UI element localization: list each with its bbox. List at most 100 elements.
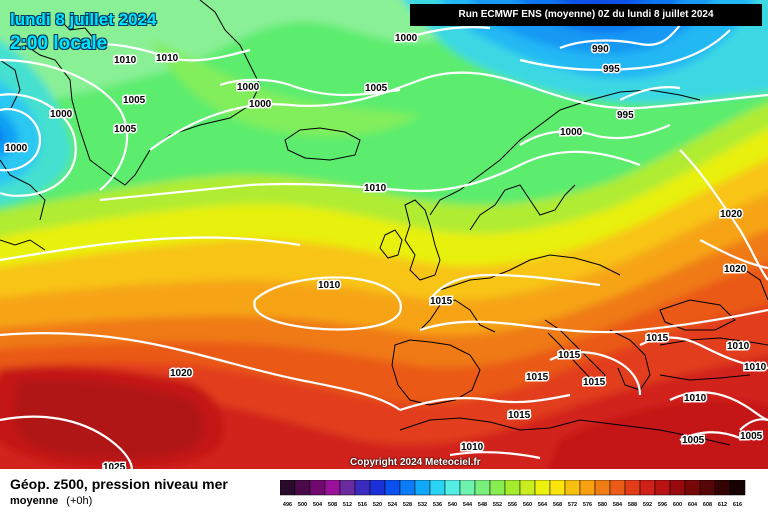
legend-tick-label: 520 (373, 502, 382, 508)
isobar-label: 1000 (5, 143, 28, 154)
legend-swatch (624, 480, 641, 496)
isobar-label: 1000 (560, 127, 583, 138)
legend-swatch (309, 480, 326, 496)
legend-tick-label: 544 (463, 502, 473, 508)
isobar-label: 1020 (170, 368, 193, 379)
legend-tick-label: 512 (343, 502, 352, 508)
isobar-labels: 1010 1010 1005 1005 1000 1000 1000 1000 … (4, 32, 768, 470)
legend-tick-label: 584 (613, 502, 623, 508)
legend-tick-label: 540 (448, 502, 457, 508)
chart-title: Géop. z500, pression niveau mer (10, 476, 228, 492)
legend-ticks: 496 500 504 508 512 516 520 524 528 532 536 540 544 5… (283, 502, 742, 508)
isobar-label: 1015 (430, 296, 453, 307)
legend-tick-label: 600 (673, 502, 682, 508)
legend-swatch (489, 480, 506, 496)
legend-swatch (699, 480, 716, 496)
legend-tick-label: 572 (568, 502, 577, 508)
isobar-label: 1005 (740, 431, 763, 442)
legend-swatches (280, 480, 746, 496)
isobar-label: 1020 (724, 264, 747, 275)
legend-swatch (654, 480, 671, 496)
legend-tick-label: 552 (493, 502, 502, 508)
legend-swatch (384, 480, 401, 496)
legend-tick-label: 524 (388, 502, 398, 508)
legend-tick-label: 508 (328, 502, 337, 508)
legend-swatch (444, 480, 461, 496)
isobar-label: 1015 (646, 333, 669, 344)
legend-tick-label: 576 (583, 502, 592, 508)
isobar-label: 1015 (583, 377, 606, 388)
legend-swatch (639, 480, 656, 496)
legend-tick-label: 612 (718, 502, 727, 508)
isobar-label: 1010 (156, 53, 179, 64)
legend-tick-label: 568 (553, 502, 562, 508)
legend-tick-label: 596 (658, 502, 667, 508)
isobar-label: 1015 (558, 350, 581, 361)
legend-swatch (280, 480, 296, 496)
legend-tick-label: 500 (298, 502, 307, 508)
color-legend: 496 500 504 508 512 516 520 524 528 532 536 540 544 5… (280, 480, 746, 508)
isobar-label: 1015 (508, 410, 531, 421)
legend-swatch (339, 480, 356, 496)
isobar-label: 990 (592, 44, 609, 55)
isobar-label: 1000 (237, 82, 260, 93)
legend-tick-label: 588 (628, 502, 637, 508)
legend-tick-label: 528 (403, 502, 412, 508)
isobar-label: 1025 (103, 462, 126, 469)
legend-swatch (594, 480, 611, 496)
legend-swatch (534, 480, 551, 496)
legend-tick-label: 580 (598, 502, 607, 508)
footer: Géop. z500, pression niveau mer moyenne (… (0, 469, 768, 512)
run-info: Run ECMWF ENS (moyenne) 0Z du lundi 8 ju… (410, 4, 762, 26)
isobar-label: 1005 (123, 95, 146, 106)
isobar-label: 1005 (114, 124, 137, 135)
isobar-label: 995 (617, 110, 634, 121)
legend-swatch (564, 480, 581, 496)
legend-swatch (519, 480, 536, 496)
subtitle-lead: moyenne (10, 495, 59, 507)
coastlines (0, 0, 768, 446)
legend-tick-label: 536 (433, 502, 442, 508)
legend-swatch (549, 480, 566, 496)
legend-tick-label: 496 (283, 502, 292, 508)
legend-swatch (579, 480, 596, 496)
legend-swatch (459, 480, 476, 496)
isobar-label: 1010 (461, 442, 484, 453)
isobar-label: 1010 (364, 183, 387, 194)
legend-tick-label: 504 (313, 502, 323, 508)
legend-swatch (414, 480, 431, 496)
local-time: 2:00 locale (10, 33, 108, 54)
geopotential-shading (0, 0, 768, 469)
isobar-label: 1010 (684, 393, 707, 404)
isobar-label: 1010 (727, 341, 750, 352)
isobars (0, 24, 768, 469)
isobar-label: 1000 (249, 99, 272, 110)
isobar-label: 1005 (682, 435, 705, 446)
legend-tick-label: 556 (508, 502, 517, 508)
legend-swatch (609, 480, 626, 496)
legend-tick-label: 616 (733, 502, 742, 508)
legend-swatch (729, 480, 746, 496)
legend-tick-label: 548 (478, 502, 487, 508)
legend-tick-label: 592 (643, 502, 652, 508)
isobar-label: 1020 (720, 209, 743, 220)
legend-tick-label: 604 (688, 502, 698, 508)
isobar-label: 1005 (365, 83, 388, 94)
legend-swatch (369, 480, 386, 496)
subtitle-step: (+0h) (66, 495, 93, 507)
isobar-label: 1010 (114, 55, 137, 66)
legend-swatch (294, 480, 311, 496)
legend-tick-label: 564 (538, 502, 548, 508)
isobar-label: 1000 (50, 109, 73, 120)
legend-swatch (354, 480, 371, 496)
legend-swatch (399, 480, 416, 496)
forecast-date: lundi 8 juillet 2024 (10, 10, 157, 29)
weather-map: 1010 1010 1005 1005 1000 1000 1000 1000 … (0, 0, 768, 469)
legend-tick-label: 608 (703, 502, 712, 508)
legend-tick-label: 532 (418, 502, 427, 508)
legend-swatch (324, 480, 341, 496)
isobar-label: 1010 (318, 280, 341, 291)
legend-swatch (504, 480, 521, 496)
legend-swatch (714, 480, 731, 496)
legend-swatch (429, 480, 446, 496)
